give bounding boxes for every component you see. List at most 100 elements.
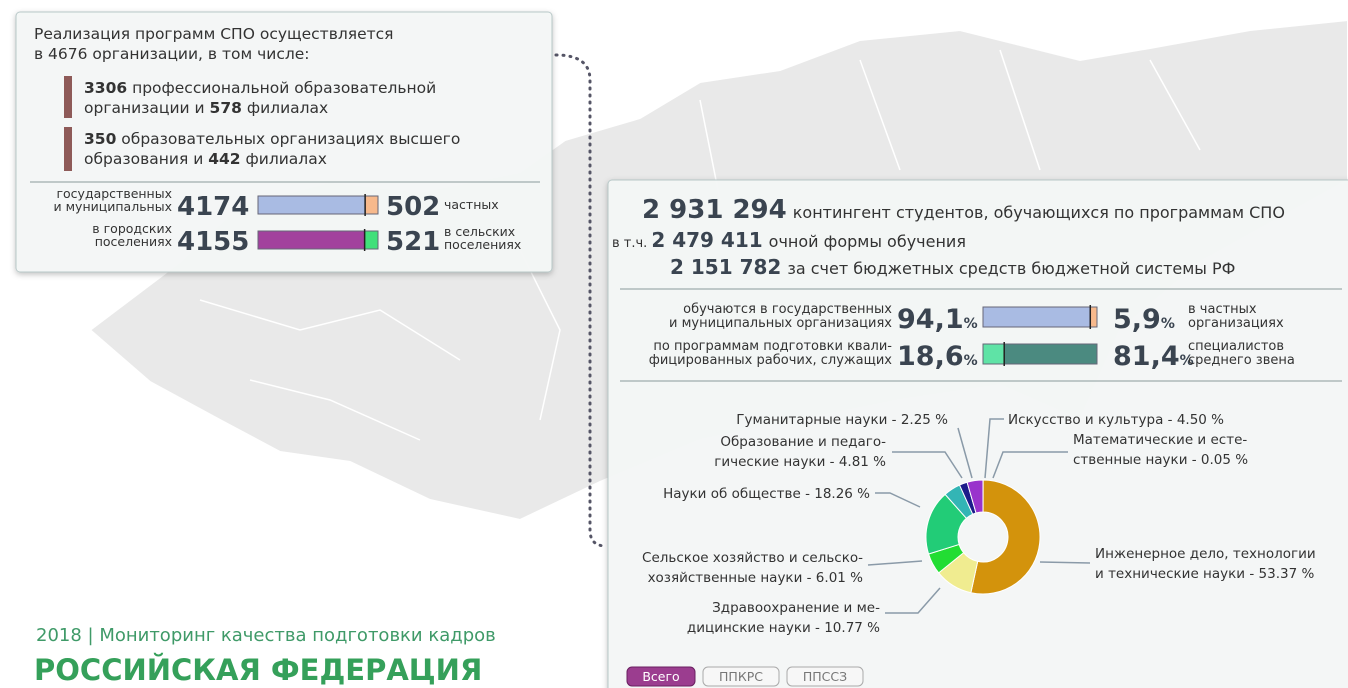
item-line: образования и 442 филиалах (84, 150, 327, 168)
slice-label: ственные науки - 0.05 % (1073, 452, 1248, 468)
item-line: 350 образовательных организациях высшего (84, 130, 460, 148)
row-value: 4174 (177, 192, 249, 222)
tab-button-label[interactable]: ППССЗ (803, 669, 847, 684)
slice-label: Математические и есте- (1073, 432, 1247, 448)
share-unit: % (964, 353, 978, 369)
slice-label: Инженерное дело, технологии (1095, 546, 1316, 562)
intro-text: в 4676 организации, в том числе: (34, 45, 310, 63)
total-line: в т.ч. 2 479 411 очной формы обучения (612, 228, 966, 252)
share-label: организациях (1188, 316, 1284, 331)
item-text: 3306 (84, 79, 127, 97)
item-text: филиалах (242, 99, 328, 117)
item-text: 578 (210, 99, 242, 117)
slice-label: Искусство и культура - 4.50 % (1008, 412, 1224, 428)
leader-line (867, 560, 923, 566)
right-panel (607, 179, 1348, 688)
share-value: 18,6% (897, 341, 978, 372)
slice-label: Образование и педаго- (720, 434, 886, 450)
item-text: 350 (84, 130, 117, 148)
item-marker (64, 76, 72, 118)
tab-button-bg[interactable] (702, 666, 780, 687)
bar-segment (257, 230, 366, 250)
item-text: филиалах (241, 150, 327, 168)
map-regions (199, 49, 1201, 441)
tab-button[interactable]: ППКРС (702, 666, 780, 687)
share-number: 94,1 (897, 304, 964, 335)
bar-segment (364, 230, 379, 250)
total-prefix: в т.ч. (612, 236, 647, 251)
footer-title: РОССИЙСКАЯ ФЕДЕРАЦИЯ (34, 653, 482, 687)
slice-label: хозяйственные науки - 6.01 % (648, 570, 864, 586)
donut-slice (966, 479, 984, 514)
row-label: поселениях (444, 237, 521, 252)
slice-label: Гуманитарные науки - 2.25 % (736, 412, 948, 428)
intro-text: Реализация программ СПО осуществляется (34, 25, 393, 43)
row-label: частных (444, 197, 499, 212)
share-value: 81,4% (1113, 341, 1194, 372)
slice-label: Науки об обществе - 18.26 % (663, 486, 870, 502)
share-label: специалистов (1188, 339, 1284, 354)
share-unit: % (964, 316, 978, 332)
total-text: за счет бюджетных средств бюджетной сист… (787, 259, 1235, 278)
leader-line (984, 418, 1004, 479)
leader-line (892, 451, 963, 479)
donut-slice (970, 479, 1041, 595)
slice-label: и технические науки - 53.37 % (1095, 566, 1314, 582)
share-unit: % (1180, 353, 1194, 369)
tab-button[interactable]: Всего (626, 666, 696, 687)
tab-button-bg[interactable] (626, 666, 696, 687)
bar-segment (257, 195, 366, 215)
total-value: 2 931 294 (642, 195, 787, 225)
leader-line (957, 427, 973, 479)
total-text: очной формы обучения (769, 232, 966, 251)
tab-button-bg[interactable] (786, 666, 864, 687)
share-label: и муниципальных организациях (669, 316, 892, 331)
share-label: фицированных рабочих, служащих (649, 353, 893, 368)
bar-segment (1089, 306, 1098, 328)
share-number: 81,4 (1113, 341, 1180, 372)
item-text: 442 (208, 150, 240, 168)
item-marker (64, 127, 72, 171)
item-line: 3306 профессиональной образовательной (84, 79, 436, 97)
slice-label: Сельское хозяйство и сельско- (642, 550, 863, 566)
leader-line (875, 492, 921, 508)
total-value: 2 479 411 (651, 228, 762, 252)
share-value: 94,1% (897, 304, 978, 335)
share-label: среднего звена (1188, 353, 1295, 368)
leader-line (885, 587, 941, 614)
item-text: профессиональной образовательной (127, 79, 436, 97)
bar-segment (982, 343, 1005, 365)
row-value: 521 (386, 227, 440, 257)
share-number: 18,6 (897, 341, 964, 372)
total-value: 2 151 782 (670, 255, 781, 279)
leader-line (1039, 561, 1091, 564)
row-label: государственных (56, 186, 172, 201)
row-label: в сельских (444, 224, 515, 239)
tab-button[interactable]: ППССЗ (786, 666, 864, 687)
total-line: 2 931 294 контингент студентов, обучающих… (642, 195, 1285, 225)
row-label: и муниципальных (54, 199, 172, 214)
share-label: в частных (1188, 302, 1257, 317)
item-text: образования и (84, 150, 208, 168)
row-label: поселениях (95, 234, 172, 249)
bar-segment (1003, 343, 1098, 365)
row-label: в городских (92, 221, 172, 236)
share-label: обучаются в государственных (683, 302, 892, 317)
item-text: организации и (84, 99, 210, 117)
total-line: 2 151 782 за счет бюджетных средств бюдже… (670, 255, 1235, 279)
row-value: 4155 (177, 227, 249, 257)
leader-line (992, 451, 1068, 479)
slice-label: дицинские науки - 10.77 % (687, 620, 880, 636)
tab-button-label[interactable]: ППКРС (719, 669, 763, 684)
left-panel (15, 11, 553, 273)
connector (554, 53, 608, 548)
footer-subtitle: 2018 | Мониторинг качества подготовки ка… (36, 625, 496, 646)
share-unit: % (1161, 316, 1175, 332)
tab-button-label[interactable]: Всего (642, 669, 679, 684)
row-value: 502 (386, 192, 440, 222)
slice-label: Здравоохранение и ме- (712, 600, 880, 616)
item-text: образовательных организациях высшего (116, 130, 460, 148)
total-text: контингент студентов, обучающихся по про… (793, 203, 1285, 222)
share-label: по программам подготовки квали- (653, 339, 892, 354)
item-line: организации и 578 филиалах (84, 99, 328, 117)
